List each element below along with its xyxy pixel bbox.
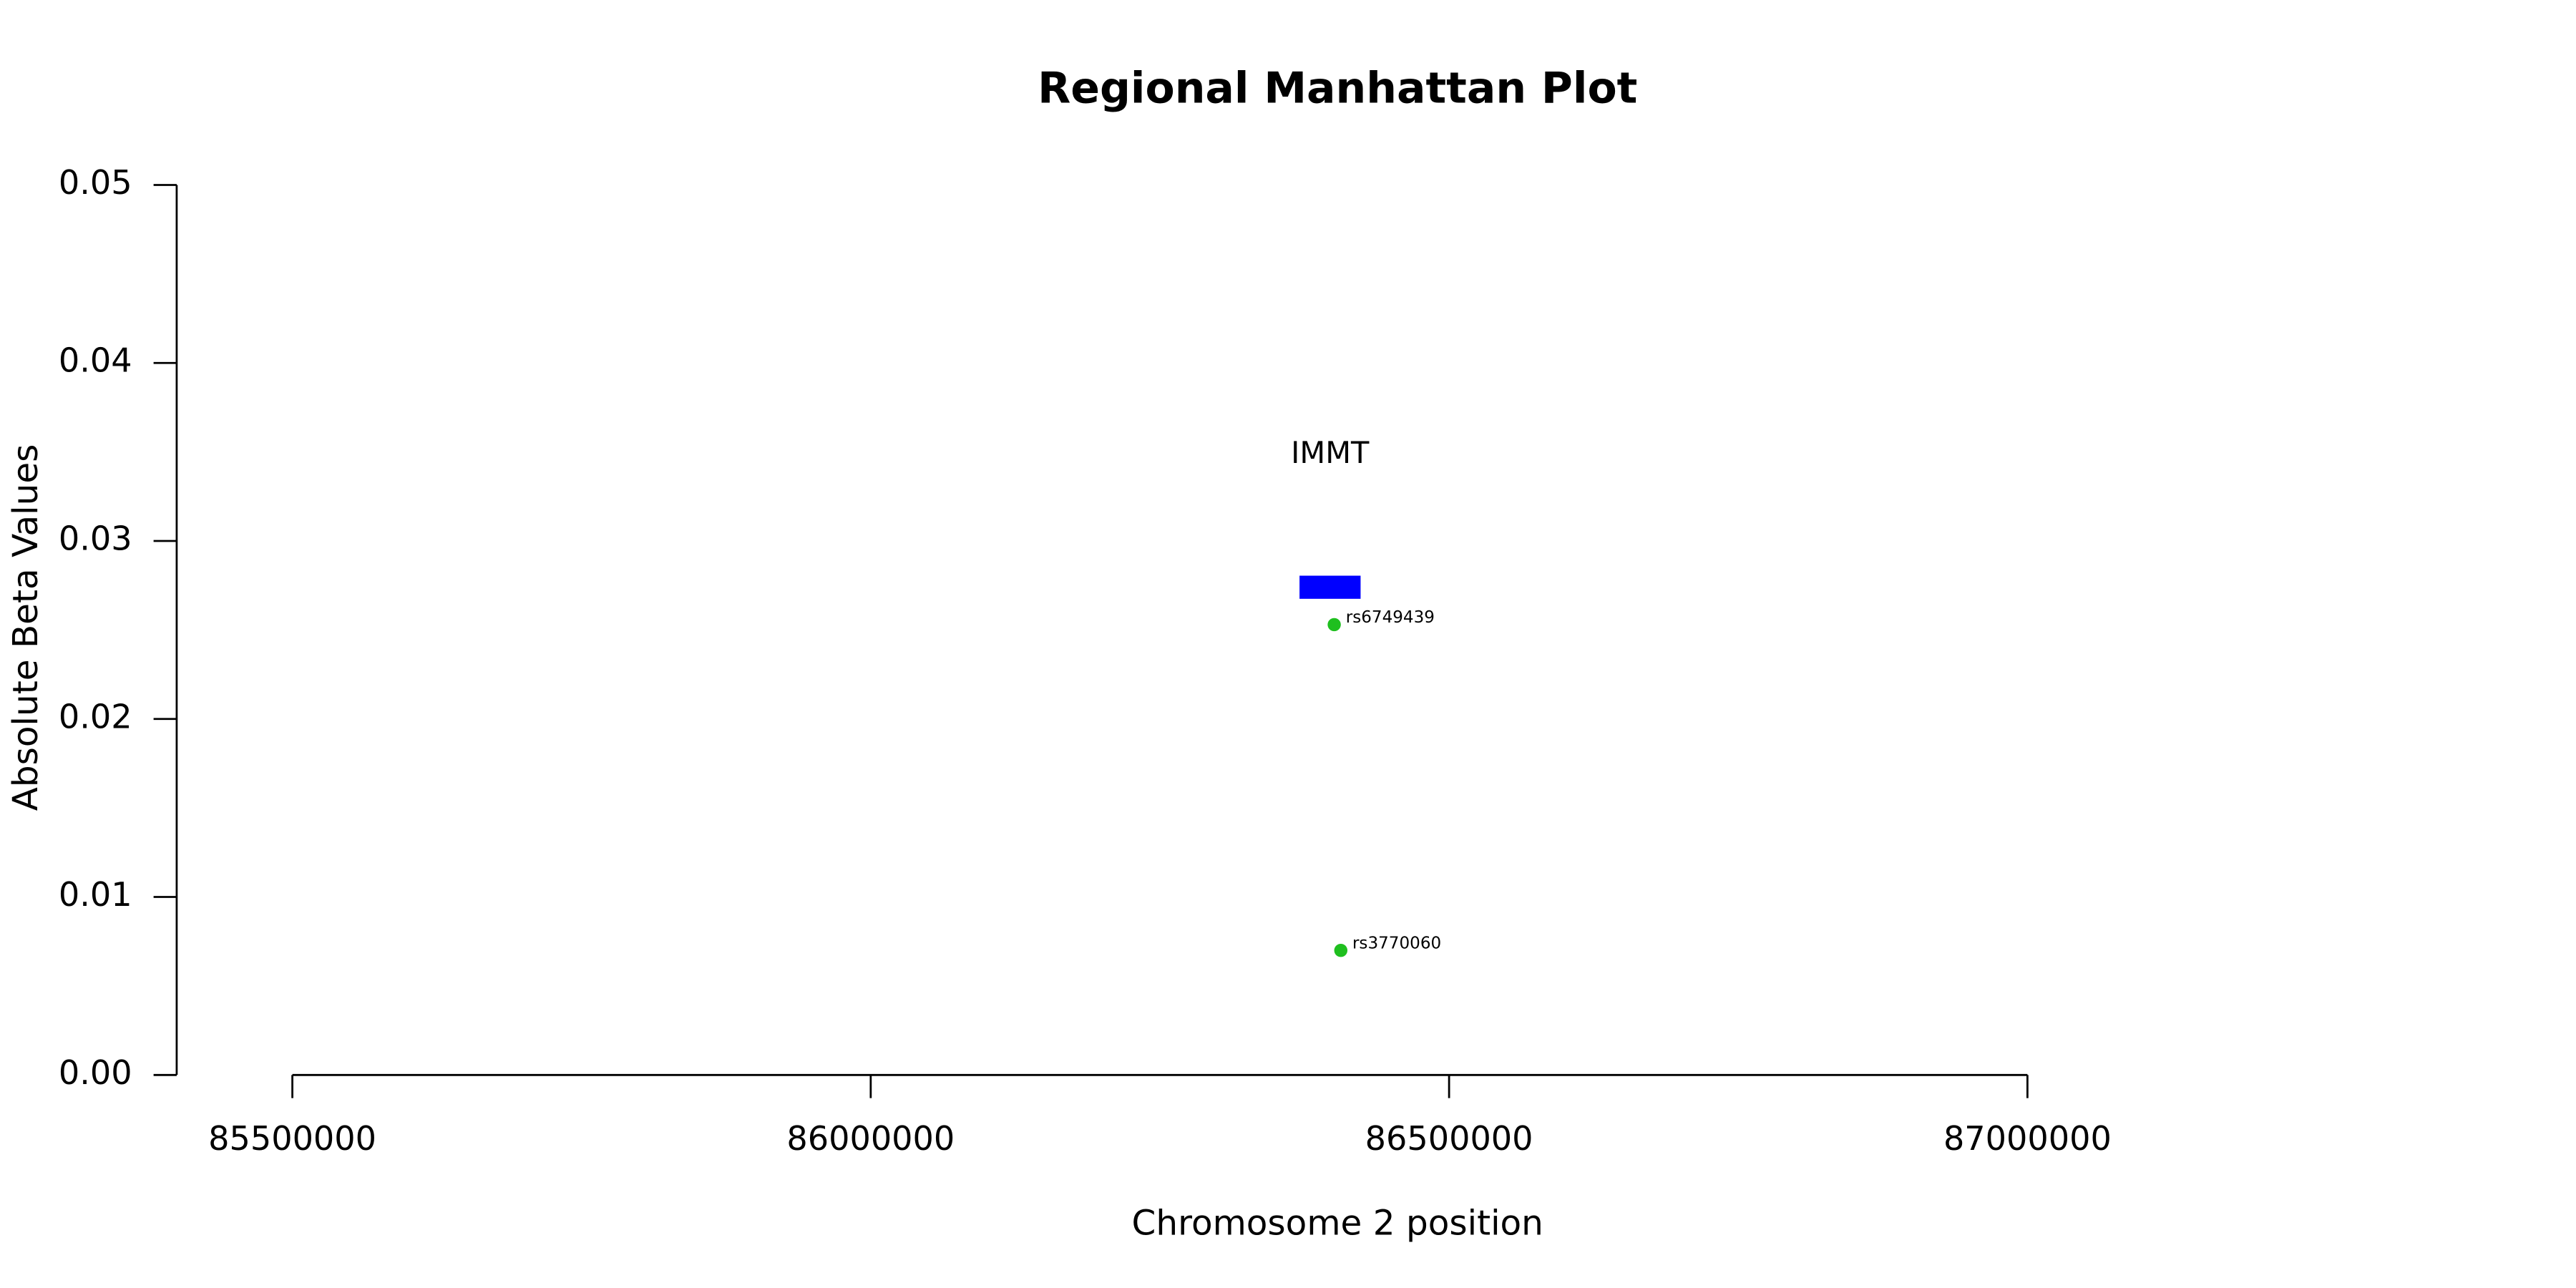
x-tick-label: 87000000 <box>1943 1119 2112 1158</box>
gene-label: IMMT <box>1291 435 1370 470</box>
x-tick-label: 86000000 <box>786 1119 955 1158</box>
gene-block <box>1299 575 1361 599</box>
snp-point <box>1334 943 1348 957</box>
x-tick-label: 86500000 <box>1365 1119 1533 1158</box>
x-axis-label: Chromosome 2 position <box>1132 1203 1543 1243</box>
x-tick-label: 85500000 <box>208 1119 376 1158</box>
snp-label: rs6749439 <box>1346 608 1435 627</box>
snp-point <box>1327 618 1341 632</box>
snp-label: rs3770060 <box>1352 934 1441 952</box>
y-tick-label: 0.02 <box>59 697 132 736</box>
y-axis-label: Absolute Beta Values <box>6 444 46 811</box>
y-tick-label: 0.01 <box>59 875 132 914</box>
chart-title: Regional Manhattan Plot <box>1038 64 1637 114</box>
y-tick-label: 0.05 <box>59 163 132 202</box>
y-tick-label: 0.04 <box>59 341 132 380</box>
y-tick-label: 0.00 <box>59 1053 132 1092</box>
y-tick-label: 0.03 <box>59 519 132 558</box>
